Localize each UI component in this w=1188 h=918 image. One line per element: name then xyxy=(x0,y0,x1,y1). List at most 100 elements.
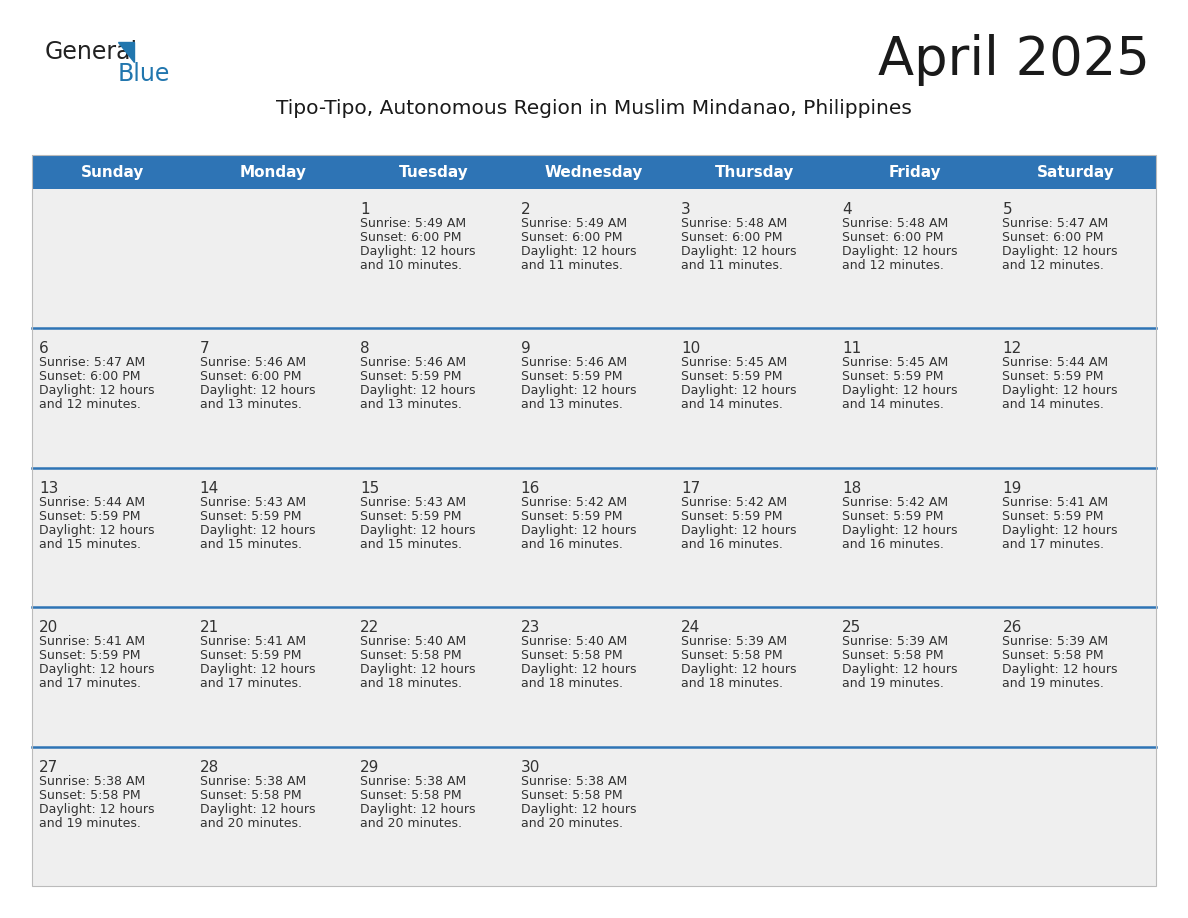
Text: and 19 minutes.: and 19 minutes. xyxy=(39,817,141,830)
Text: and 17 minutes.: and 17 minutes. xyxy=(1003,538,1105,551)
Text: and 17 minutes.: and 17 minutes. xyxy=(200,677,302,690)
Text: and 12 minutes.: and 12 minutes. xyxy=(1003,259,1105,272)
Text: Sunset: 5:58 PM: Sunset: 5:58 PM xyxy=(360,649,462,662)
Text: Sunset: 6:00 PM: Sunset: 6:00 PM xyxy=(360,231,462,244)
Text: and 15 minutes.: and 15 minutes. xyxy=(39,538,141,551)
Text: and 18 minutes.: and 18 minutes. xyxy=(520,677,623,690)
Text: Daylight: 12 hours: Daylight: 12 hours xyxy=(360,245,475,258)
Bar xyxy=(32,746,1156,886)
Text: Tipo-Tipo, Autonomous Region in Muslim Mindanao, Philippines: Tipo-Tipo, Autonomous Region in Muslim M… xyxy=(276,98,912,118)
Text: Daylight: 12 hours: Daylight: 12 hours xyxy=(681,245,797,258)
Text: Sunrise: 5:43 AM: Sunrise: 5:43 AM xyxy=(360,496,466,509)
Text: 27: 27 xyxy=(39,759,58,775)
Text: Daylight: 12 hours: Daylight: 12 hours xyxy=(681,524,797,537)
Text: Daylight: 12 hours: Daylight: 12 hours xyxy=(1003,245,1118,258)
Text: 12: 12 xyxy=(1003,341,1022,356)
Text: 19: 19 xyxy=(1003,481,1022,496)
Text: Sunset: 5:58 PM: Sunset: 5:58 PM xyxy=(520,789,623,801)
Text: 17: 17 xyxy=(681,481,701,496)
Text: Friday: Friday xyxy=(889,164,941,180)
Text: Sunset: 6:00 PM: Sunset: 6:00 PM xyxy=(39,370,140,384)
Text: 3: 3 xyxy=(681,202,691,217)
Text: and 19 minutes.: and 19 minutes. xyxy=(1003,677,1105,690)
Text: Sunrise: 5:40 AM: Sunrise: 5:40 AM xyxy=(360,635,467,648)
Text: Sunset: 5:59 PM: Sunset: 5:59 PM xyxy=(200,509,301,522)
Text: Sunset: 5:59 PM: Sunset: 5:59 PM xyxy=(39,509,140,522)
Text: Sunset: 5:58 PM: Sunset: 5:58 PM xyxy=(520,649,623,662)
Text: Daylight: 12 hours: Daylight: 12 hours xyxy=(842,663,958,677)
Text: Sunset: 5:59 PM: Sunset: 5:59 PM xyxy=(681,509,783,522)
Text: and 16 minutes.: and 16 minutes. xyxy=(520,538,623,551)
Text: 14: 14 xyxy=(200,481,219,496)
Text: 29: 29 xyxy=(360,759,379,775)
Text: 5: 5 xyxy=(1003,202,1012,217)
Text: and 20 minutes.: and 20 minutes. xyxy=(200,817,302,830)
Text: and 11 minutes.: and 11 minutes. xyxy=(520,259,623,272)
Text: Daylight: 12 hours: Daylight: 12 hours xyxy=(39,663,154,677)
Text: 18: 18 xyxy=(842,481,861,496)
Text: Sunrise: 5:39 AM: Sunrise: 5:39 AM xyxy=(681,635,788,648)
Text: Daylight: 12 hours: Daylight: 12 hours xyxy=(520,245,637,258)
Text: Wednesday: Wednesday xyxy=(545,164,643,180)
Text: and 13 minutes.: and 13 minutes. xyxy=(200,398,302,411)
Text: and 10 minutes.: and 10 minutes. xyxy=(360,259,462,272)
Text: Sunset: 6:00 PM: Sunset: 6:00 PM xyxy=(842,231,943,244)
Bar xyxy=(32,607,1156,746)
Text: Sunset: 5:59 PM: Sunset: 5:59 PM xyxy=(1003,370,1104,384)
Text: 10: 10 xyxy=(681,341,701,356)
Text: and 15 minutes.: and 15 minutes. xyxy=(200,538,302,551)
Text: Sunset: 5:58 PM: Sunset: 5:58 PM xyxy=(681,649,783,662)
Text: and 20 minutes.: and 20 minutes. xyxy=(360,817,462,830)
Text: Sunset: 5:58 PM: Sunset: 5:58 PM xyxy=(39,789,140,801)
Text: Sunset: 5:58 PM: Sunset: 5:58 PM xyxy=(842,649,943,662)
Text: and 13 minutes.: and 13 minutes. xyxy=(360,398,462,411)
Text: Daylight: 12 hours: Daylight: 12 hours xyxy=(39,802,154,815)
Text: Sunrise: 5:42 AM: Sunrise: 5:42 AM xyxy=(520,496,627,509)
Text: 20: 20 xyxy=(39,621,58,635)
Text: 28: 28 xyxy=(200,759,219,775)
Text: 26: 26 xyxy=(1003,621,1022,635)
Text: Daylight: 12 hours: Daylight: 12 hours xyxy=(360,802,475,815)
Text: Sunrise: 5:38 AM: Sunrise: 5:38 AM xyxy=(39,775,145,788)
Text: and 15 minutes.: and 15 minutes. xyxy=(360,538,462,551)
Text: Daylight: 12 hours: Daylight: 12 hours xyxy=(842,245,958,258)
Text: Sunrise: 5:47 AM: Sunrise: 5:47 AM xyxy=(1003,217,1108,230)
Text: 24: 24 xyxy=(681,621,701,635)
Text: Sunrise: 5:49 AM: Sunrise: 5:49 AM xyxy=(520,217,627,230)
Text: Sunrise: 5:49 AM: Sunrise: 5:49 AM xyxy=(360,217,466,230)
Text: 4: 4 xyxy=(842,202,852,217)
Text: Sunset: 6:00 PM: Sunset: 6:00 PM xyxy=(681,231,783,244)
Text: and 12 minutes.: and 12 minutes. xyxy=(842,259,943,272)
Text: Daylight: 12 hours: Daylight: 12 hours xyxy=(842,385,958,397)
Text: 21: 21 xyxy=(200,621,219,635)
Text: Sunrise: 5:44 AM: Sunrise: 5:44 AM xyxy=(39,496,145,509)
Text: Sunrise: 5:46 AM: Sunrise: 5:46 AM xyxy=(520,356,627,369)
Text: Daylight: 12 hours: Daylight: 12 hours xyxy=(360,524,475,537)
Text: Sunset: 5:59 PM: Sunset: 5:59 PM xyxy=(520,370,623,384)
Text: 9: 9 xyxy=(520,341,531,356)
Text: Sunrise: 5:38 AM: Sunrise: 5:38 AM xyxy=(200,775,305,788)
Text: Tuesday: Tuesday xyxy=(398,164,468,180)
Text: Blue: Blue xyxy=(118,62,170,86)
Bar xyxy=(32,468,1156,607)
Text: Thursday: Thursday xyxy=(715,164,795,180)
Text: Sunrise: 5:45 AM: Sunrise: 5:45 AM xyxy=(842,356,948,369)
Text: Daylight: 12 hours: Daylight: 12 hours xyxy=(520,524,637,537)
Text: Sunset: 6:00 PM: Sunset: 6:00 PM xyxy=(200,370,301,384)
Text: Daylight: 12 hours: Daylight: 12 hours xyxy=(360,663,475,677)
Text: Sunset: 6:00 PM: Sunset: 6:00 PM xyxy=(1003,231,1104,244)
Text: Sunrise: 5:39 AM: Sunrise: 5:39 AM xyxy=(1003,635,1108,648)
Text: Sunrise: 5:41 AM: Sunrise: 5:41 AM xyxy=(39,635,145,648)
Text: Sunset: 5:58 PM: Sunset: 5:58 PM xyxy=(360,789,462,801)
Text: 6: 6 xyxy=(39,341,49,356)
Text: Sunset: 5:58 PM: Sunset: 5:58 PM xyxy=(1003,649,1104,662)
Text: Daylight: 12 hours: Daylight: 12 hours xyxy=(39,385,154,397)
Text: Daylight: 12 hours: Daylight: 12 hours xyxy=(200,524,315,537)
Text: and 13 minutes.: and 13 minutes. xyxy=(520,398,623,411)
Text: Daylight: 12 hours: Daylight: 12 hours xyxy=(1003,663,1118,677)
Text: Daylight: 12 hours: Daylight: 12 hours xyxy=(520,385,637,397)
Text: General: General xyxy=(45,40,138,64)
Text: Sunrise: 5:46 AM: Sunrise: 5:46 AM xyxy=(200,356,305,369)
Text: Sunrise: 5:42 AM: Sunrise: 5:42 AM xyxy=(681,496,788,509)
Text: 13: 13 xyxy=(39,481,58,496)
